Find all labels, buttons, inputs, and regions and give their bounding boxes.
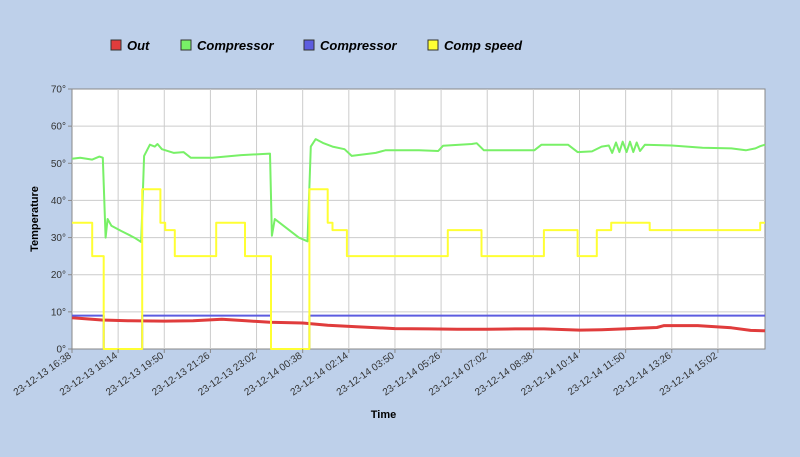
legend-label-4: Comp speed	[444, 38, 523, 53]
legend-label-2: Compressor	[197, 38, 275, 53]
legend: Out Compressor Compressor Comp speed	[110, 38, 523, 53]
y-tick-label: 0°	[56, 345, 66, 356]
y-tick-label: 60°	[51, 122, 66, 133]
legend-swatch-1	[110, 39, 122, 51]
y-tick-label: 30°	[51, 233, 66, 244]
series-line-1	[71, 316, 766, 333]
legend-label-3: Compressor	[320, 38, 398, 53]
legend-swatch-3	[303, 39, 315, 51]
gridlines	[72, 89, 765, 349]
y-tick-label: 70°	[51, 85, 66, 96]
y-tick-label: 40°	[51, 196, 66, 207]
series-layer	[71, 138, 766, 350]
y-axis-ticks: 0° 10° 20° 30° 40° 50° 60° 70°	[51, 85, 72, 356]
legend-label-1: Out	[127, 38, 150, 53]
y-axis-title: Temperature	[29, 186, 41, 252]
y-tick-label: 20°	[51, 270, 66, 281]
y-tick-label: 10°	[51, 307, 66, 318]
legend-swatch-4	[427, 39, 439, 51]
legend-swatch-2	[180, 39, 192, 51]
y-tick-label: 50°	[51, 159, 66, 170]
x-axis-title: Time	[371, 409, 396, 421]
series-line-4	[72, 188, 765, 350]
plot-area	[71, 88, 766, 350]
